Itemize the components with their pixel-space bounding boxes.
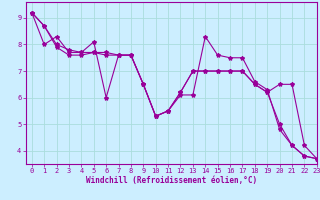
X-axis label: Windchill (Refroidissement éolien,°C): Windchill (Refroidissement éolien,°C) bbox=[86, 176, 257, 185]
